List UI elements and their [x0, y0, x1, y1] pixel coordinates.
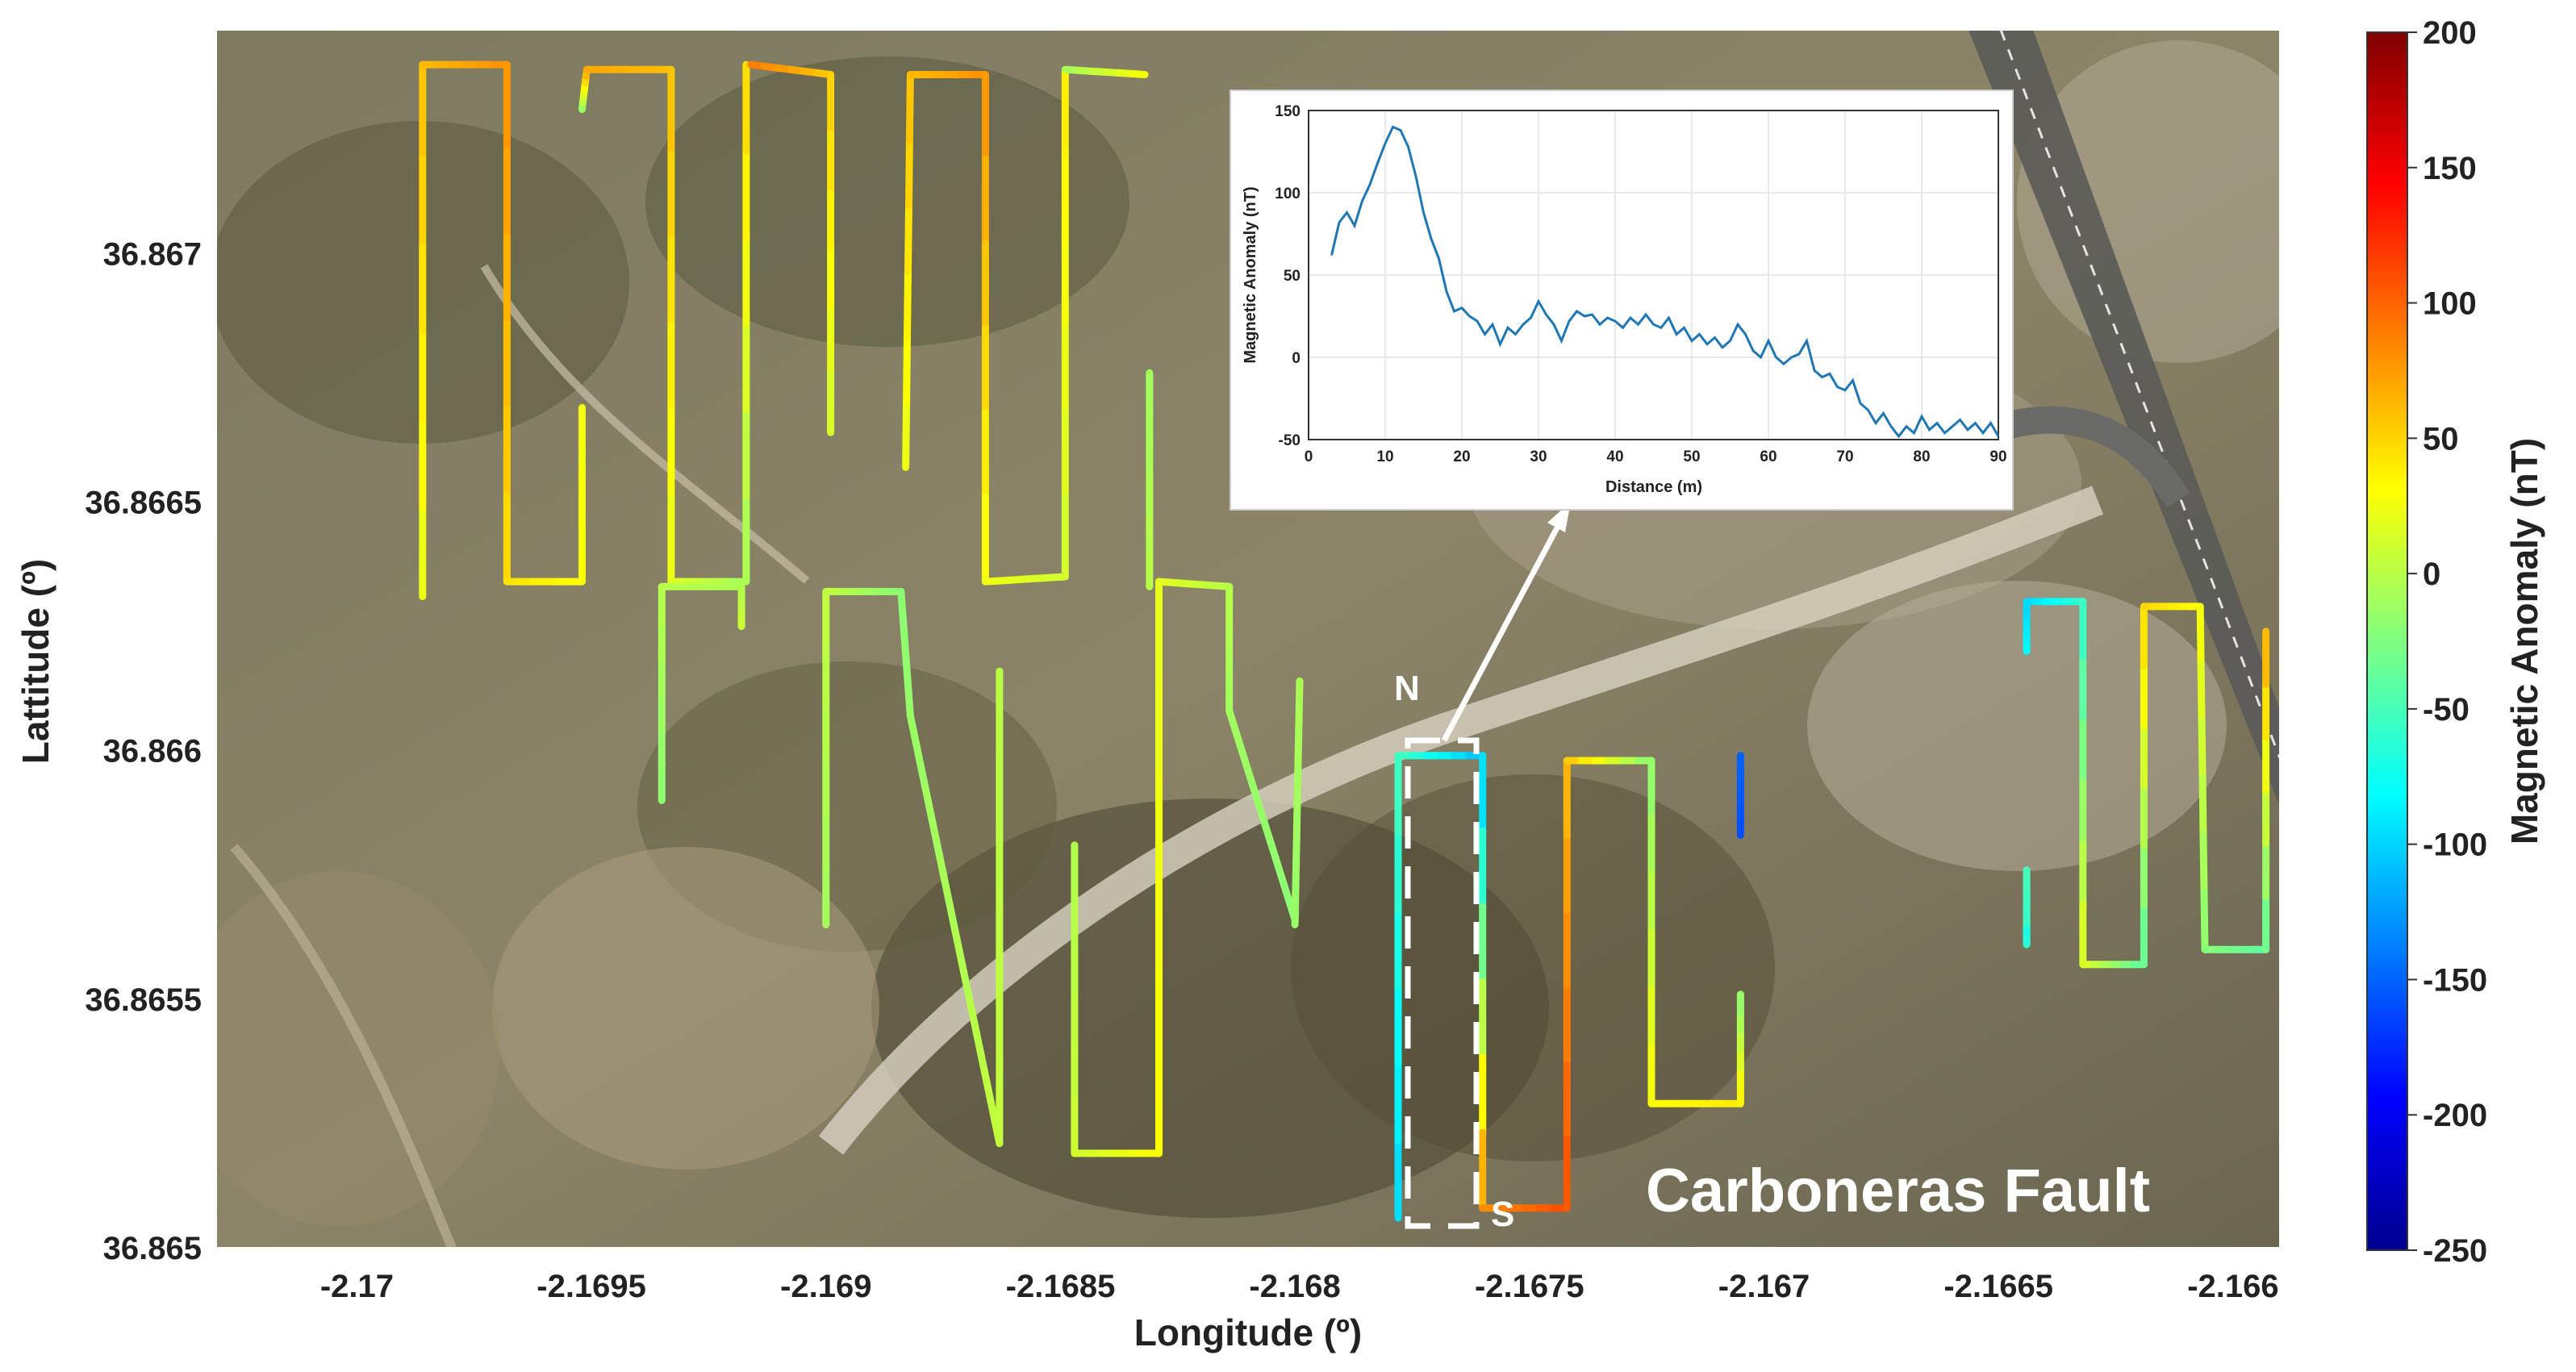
- map-frame: [215, 29, 2281, 1249]
- survey-line-7: [822, 587, 1004, 1148]
- inset-x-ticks: 0 10 20 30 40 50 60 70 80 90: [1305, 448, 2007, 465]
- x-tick-label: -2.1685: [1006, 1269, 1116, 1304]
- survey-segment: [1269, 846, 1288, 889]
- inset-background: [1230, 90, 2014, 511]
- survey-segment: [1247, 777, 1266, 819]
- inset-x-tick-label: 20: [1453, 448, 1470, 465]
- inset-y-tick-label: 50: [1284, 268, 1301, 285]
- colorbar-tick-label: 100: [2423, 286, 2477, 322]
- inset-y-tick-label: 100: [1275, 186, 1301, 202]
- x-tick-label: -2.166: [2187, 1269, 2278, 1304]
- survey-segment: [2197, 660, 2206, 725]
- colorbar-tick-label: 50: [2423, 421, 2459, 457]
- inset-y-tick-label: 150: [1275, 103, 1301, 120]
- profile-end-label: S: [1491, 1195, 1514, 1234]
- x-tick-label: -2.1665: [1943, 1269, 2053, 1304]
- main-y-ticks: 36.865 36.8655 36.866 36.8665 36.867: [85, 236, 202, 1266]
- survey-segment: [1225, 707, 1244, 749]
- site-label: Carboneras Fault: [1646, 1157, 2150, 1225]
- survey-segment: [906, 712, 929, 791]
- colorbar-tick-label: 200: [2423, 15, 2477, 51]
- survey-segment: [1294, 718, 1303, 766]
- survey-segment: [904, 202, 912, 275]
- y-tick-label: 36.8665: [85, 486, 202, 521]
- inset-x-tick-label: 40: [1606, 448, 1623, 465]
- colorbar-tick-label: 150: [2423, 151, 2477, 186]
- y-tick-label: 36.8655: [85, 982, 202, 1018]
- main-x-ticks: -2.17 -2.1695 -2.169 -2.1685 -2.168 -2.1675 -2…: [320, 1269, 2279, 1304]
- inset-x-tick-label: 30: [1530, 448, 1547, 465]
- survey-segment: [1258, 811, 1277, 854]
- inset-x-tick-label: 0: [1305, 448, 1313, 465]
- x-tick-label: -2.1695: [536, 1269, 646, 1304]
- inset-y-ticks: 150 100 50 0 -50: [1275, 103, 1301, 449]
- survey-segment: [903, 332, 911, 406]
- colorbar-ticks: 200 150 100 50 0 -50 -100 -150 -200 -250: [2407, 15, 2487, 1269]
- x-tick-label: -2.169: [780, 1269, 871, 1304]
- inset-y-tick-label: -50: [1279, 432, 1301, 449]
- survey-line-4: [902, 65, 1069, 586]
- survey-line-5: [1061, 65, 1149, 78]
- survey-line-1: [419, 60, 586, 601]
- colorbar-tick-label: 0: [2423, 557, 2440, 592]
- y-tick-label: 36.866: [103, 734, 202, 769]
- colorbar-tick-label: -250: [2423, 1233, 2487, 1269]
- inset-axes-frame: [1308, 110, 1999, 440]
- inset-x-tick-label: 10: [1376, 448, 1393, 465]
- inset-y-tick-label: 0: [1292, 350, 1301, 367]
- colorbar-tick-label: -50: [2423, 692, 2470, 728]
- survey-line-3: [747, 60, 835, 436]
- y-tick-label: 36.865: [103, 1231, 202, 1266]
- colorbar-tick-label: -100: [2423, 828, 2487, 863]
- main-x-label: Longitude (º): [1134, 1312, 1363, 1353]
- survey-segment: [2200, 888, 2209, 953]
- survey-line-11: [1394, 752, 1744, 1222]
- inset-x-tick-label: 90: [1989, 448, 2006, 465]
- inset-x-tick-label: 50: [1683, 448, 1700, 465]
- survey-segment: [951, 926, 974, 1005]
- survey-segment: [905, 136, 913, 210]
- y-tick-label: 36.867: [103, 236, 202, 272]
- survey-line-8: [1071, 578, 1299, 1157]
- x-tick-label: -2.1675: [1475, 1269, 1584, 1304]
- x-tick-label: -2.168: [1249, 1269, 1340, 1304]
- survey-segment: [905, 71, 914, 144]
- inset-x-tick-label: 70: [1836, 448, 1853, 465]
- survey-segment: [1295, 677, 1304, 726]
- survey-lines: [419, 60, 2270, 1222]
- survey-line-2: [578, 60, 750, 586]
- inset-x-tick-label: 80: [1913, 448, 1930, 465]
- colorbar-gradient: [2366, 31, 2408, 1251]
- survey-segment: [1293, 758, 1302, 807]
- colorbar-tick-label: -150: [2423, 962, 2487, 998]
- survey-segment: [921, 783, 944, 862]
- survey-line-10: [1291, 677, 1304, 928]
- survey-segment: [1128, 69, 1149, 78]
- survey-line-14: [2023, 598, 2270, 969]
- survey-segment: [936, 854, 959, 934]
- survey-segment: [1236, 742, 1255, 785]
- survey-segment: [2196, 603, 2205, 668]
- survey-line-6: [658, 582, 745, 804]
- colorbar-label: Magnetic Anomaly (nT): [2503, 438, 2545, 844]
- survey-segment: [2199, 831, 2208, 896]
- colorbar-tick-label: -200: [2423, 1098, 2487, 1133]
- survey-segment: [2198, 774, 2207, 839]
- inset-profile-line: [1330, 125, 2000, 439]
- inset-x-label: Distance (m): [1605, 478, 1702, 496]
- x-tick-label: -2.17: [320, 1269, 394, 1304]
- survey-segment: [902, 398, 911, 471]
- main-y-label: Lattitude (º): [15, 559, 56, 764]
- colorbar: 200 150 100 50 0 -50 -100 -150 -200 -250: [2366, 15, 2487, 1269]
- inset-y-label: Magnetic Anomaly (nT): [1242, 186, 1259, 363]
- x-tick-label: -2.167: [1718, 1269, 1810, 1304]
- survey-segment: [966, 997, 988, 1076]
- profile-start-label: N: [1394, 669, 1420, 708]
- survey-segment: [1291, 880, 1300, 928]
- survey-segment: [1292, 799, 1301, 848]
- inset-x-tick-label: 60: [1760, 448, 1776, 465]
